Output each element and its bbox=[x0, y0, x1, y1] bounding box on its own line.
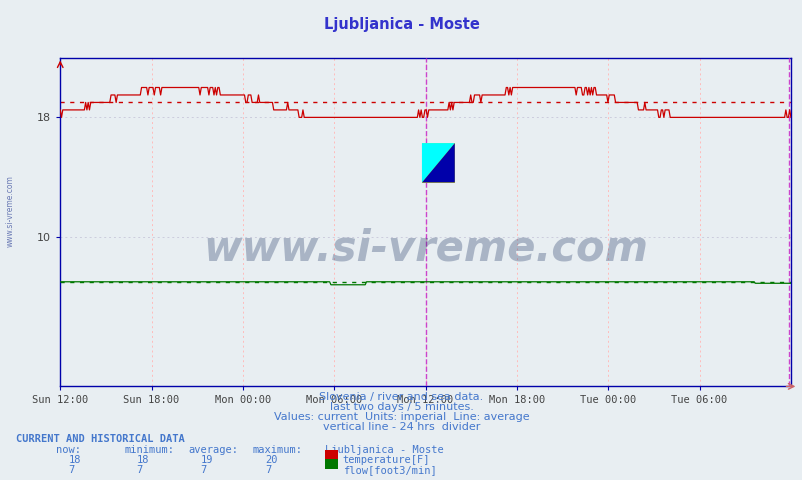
Text: vertical line - 24 hrs  divider: vertical line - 24 hrs divider bbox=[322, 422, 480, 432]
Text: Ljubljanica - Moste: Ljubljanica - Moste bbox=[325, 445, 444, 455]
Text: 7: 7 bbox=[265, 465, 271, 475]
Text: now:: now: bbox=[56, 445, 81, 455]
FancyBboxPatch shape bbox=[421, 143, 454, 182]
Polygon shape bbox=[421, 143, 454, 182]
Text: www.si-vreme.com: www.si-vreme.com bbox=[6, 175, 15, 247]
Text: 20: 20 bbox=[265, 455, 277, 465]
Text: 7: 7 bbox=[200, 465, 207, 475]
Text: 18: 18 bbox=[68, 455, 81, 465]
Text: temperature[F]: temperature[F] bbox=[342, 455, 430, 465]
Text: www.si-vreme.com: www.si-vreme.com bbox=[203, 228, 647, 269]
Polygon shape bbox=[421, 143, 454, 182]
Text: last two days / 5 minutes.: last two days / 5 minutes. bbox=[329, 402, 473, 412]
Text: minimum:: minimum: bbox=[124, 445, 174, 455]
Text: CURRENT AND HISTORICAL DATA: CURRENT AND HISTORICAL DATA bbox=[16, 434, 184, 444]
Text: maximum:: maximum: bbox=[253, 445, 302, 455]
Text: Ljubljanica - Moste: Ljubljanica - Moste bbox=[323, 17, 479, 32]
Text: average:: average: bbox=[188, 445, 238, 455]
Text: 7: 7 bbox=[68, 465, 75, 475]
Text: 19: 19 bbox=[200, 455, 213, 465]
Text: flow[foot3/min]: flow[foot3/min] bbox=[342, 465, 436, 475]
Text: Values: current  Units: imperial  Line: average: Values: current Units: imperial Line: av… bbox=[273, 412, 529, 422]
Text: 7: 7 bbox=[136, 465, 143, 475]
Text: 18: 18 bbox=[136, 455, 149, 465]
Text: Slovenia / river and sea data.: Slovenia / river and sea data. bbox=[319, 392, 483, 402]
